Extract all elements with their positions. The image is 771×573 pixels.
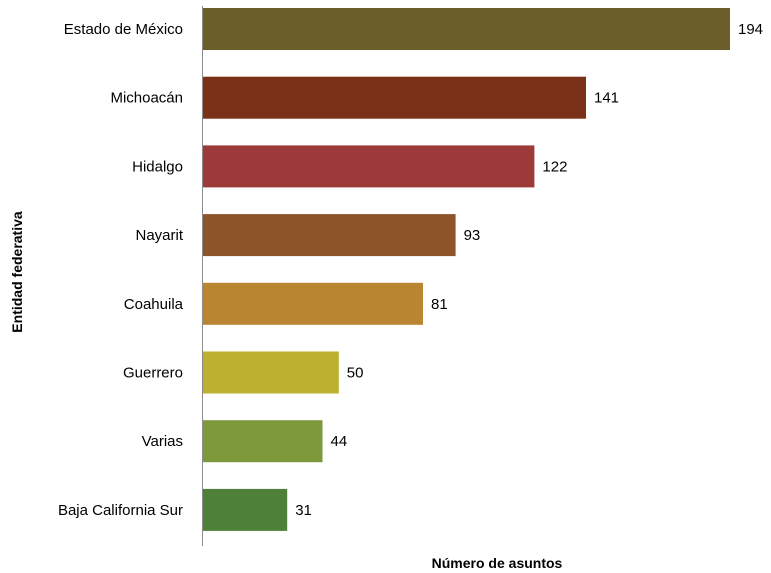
value-label: 194 — [738, 21, 763, 38]
category-label: Coahuila — [124, 296, 184, 313]
category-label: Varias — [142, 433, 183, 450]
value-label: 141 — [594, 90, 619, 107]
bar — [203, 76, 586, 119]
bar — [203, 282, 423, 325]
category-label: Michoacán — [110, 90, 183, 107]
category-label: Baja California Sur — [58, 502, 183, 519]
value-label: 93 — [464, 227, 481, 244]
bar — [203, 351, 339, 394]
category-label: Hidalgo — [132, 158, 183, 175]
value-label: 44 — [331, 433, 348, 450]
value-label: 50 — [347, 365, 364, 382]
bar — [203, 8, 730, 50]
bar — [203, 420, 323, 463]
category-label: Guerrero — [123, 365, 183, 382]
x-axis-title: Número de asuntos — [432, 555, 563, 571]
value-label: 122 — [542, 158, 567, 175]
bar — [203, 488, 288, 531]
category-label: Estado de México — [64, 21, 183, 38]
category-label: Nayarit — [135, 227, 183, 244]
bars-group — [203, 8, 730, 531]
category-labels-group: Estado de México Michoacán Hidalgo Nayarit C… — [58, 21, 184, 519]
bar — [203, 145, 535, 188]
bar — [203, 214, 456, 257]
value-labels-group: 194 141 122 93 81 50 44 31 — [295, 21, 763, 519]
value-label: 31 — [295, 502, 312, 519]
value-label: 81 — [431, 296, 448, 313]
y-axis-title: Entidad federativa — [9, 211, 25, 333]
